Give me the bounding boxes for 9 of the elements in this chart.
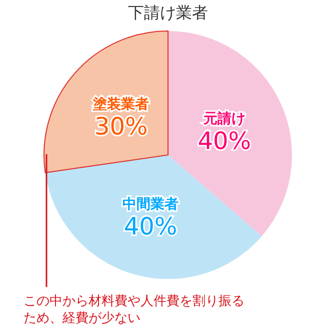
data-label: 40% <box>198 127 252 156</box>
pie-slice <box>45 155 262 279</box>
data-label: 40% <box>124 212 178 240</box>
slice-label: 塗装業者 <box>92 96 150 112</box>
data-label: 30% <box>94 112 148 140</box>
chart-title: 下請け業者 <box>128 3 208 22</box>
slice-label: 元請け <box>202 110 246 128</box>
text: この中から材料費や人件費を割り振るため、経費が少ない <box>23 294 244 326</box>
slice-label: 中間業者 <box>122 196 179 212</box>
